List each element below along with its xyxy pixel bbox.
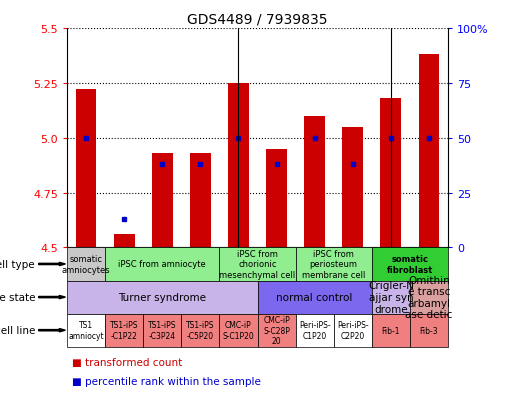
Bar <box>228 83 249 248</box>
Text: disease state: disease state <box>0 292 35 302</box>
Text: Turner syndrome: Turner syndrome <box>118 292 206 302</box>
Text: TS1-iPS
-C1P22: TS1-iPS -C1P22 <box>110 321 139 340</box>
Bar <box>114 235 134 248</box>
Text: Omithin
e transc
arbamyl
ase detic: Omithin e transc arbamyl ase detic <box>405 275 453 320</box>
Bar <box>190 154 211 248</box>
Text: Fib-3: Fib-3 <box>420 326 438 335</box>
Bar <box>381 99 401 248</box>
Text: Crigler-N
ajjar syn
drome: Crigler-N ajjar syn drome <box>368 281 414 314</box>
Text: CMC-iP
S-C28P
20: CMC-iP S-C28P 20 <box>263 316 290 345</box>
Bar <box>266 149 287 248</box>
Text: cell line: cell line <box>0 325 35 335</box>
Text: Peri-iPS-
C2P20: Peri-iPS- C2P20 <box>337 321 369 340</box>
Bar <box>342 127 363 248</box>
Title: GDS4489 / 7939835: GDS4489 / 7939835 <box>187 12 328 26</box>
Bar <box>304 116 325 248</box>
Text: Fib-1: Fib-1 <box>382 326 400 335</box>
Text: TS1
amniocyt: TS1 amniocyt <box>68 321 104 340</box>
Text: normal control: normal control <box>277 292 353 302</box>
Text: iPSC from amniocyte: iPSC from amniocyte <box>118 260 206 269</box>
Text: CMC-iP
S-C1P20: CMC-iP S-C1P20 <box>222 321 254 340</box>
Text: TS1-iPS
-C5P20: TS1-iPS -C5P20 <box>186 321 215 340</box>
Text: TS1-iPS
-C3P24: TS1-iPS -C3P24 <box>148 321 177 340</box>
Bar <box>76 90 96 248</box>
Bar <box>152 154 173 248</box>
Text: Peri-iPS-
C1P20: Peri-iPS- C1P20 <box>299 321 331 340</box>
Text: iPSC from
periosteum
membrane cell: iPSC from periosteum membrane cell <box>302 249 366 279</box>
Text: ■ percentile rank within the sample: ■ percentile rank within the sample <box>72 376 261 386</box>
Bar <box>419 55 439 248</box>
Text: iPSC from
chorionic
mesenchymal cell: iPSC from chorionic mesenchymal cell <box>219 249 296 279</box>
Text: somatic
amniocytes: somatic amniocytes <box>62 255 110 274</box>
Text: ■ transformed count: ■ transformed count <box>72 357 182 367</box>
Text: somatic
fibroblast: somatic fibroblast <box>387 255 433 274</box>
Text: cell type: cell type <box>0 259 35 269</box>
